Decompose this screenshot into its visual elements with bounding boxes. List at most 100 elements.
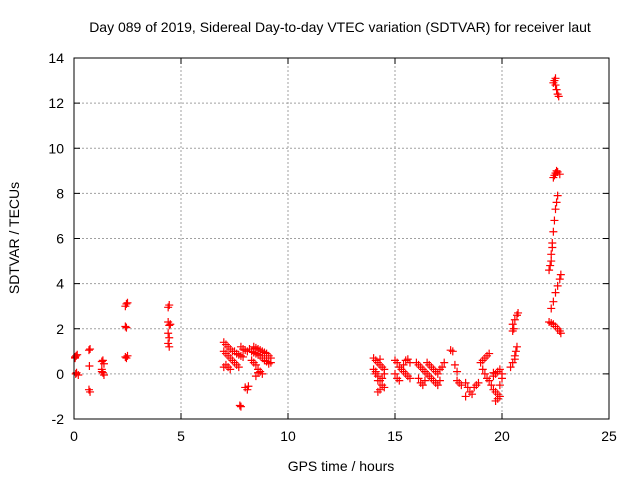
data-point [555, 275, 564, 284]
data-point [123, 298, 132, 307]
data-point [243, 385, 252, 394]
y-tick-label: 14 [48, 50, 64, 66]
y-tick-label: 2 [56, 321, 64, 337]
data-point [99, 359, 108, 368]
data-point [420, 376, 429, 385]
data-point [380, 369, 389, 378]
data-point [552, 85, 561, 94]
data-point [84, 346, 93, 355]
data-point [239, 352, 248, 361]
y-tick-label: 8 [56, 185, 64, 201]
data-point [254, 368, 263, 377]
data-point [234, 363, 243, 372]
y-tick-label: 12 [48, 95, 64, 111]
x-tick-label: 10 [280, 428, 296, 444]
data-point [121, 352, 130, 361]
data-point [373, 376, 382, 385]
data-point [122, 323, 131, 332]
data-point [122, 299, 131, 308]
data-point [72, 351, 81, 360]
data-point [551, 81, 560, 90]
data-point [509, 324, 518, 333]
data-point [440, 358, 449, 367]
y-axis-label: SDTVAR / TECUs [6, 182, 22, 294]
data-point [399, 360, 408, 369]
data-point [554, 92, 563, 101]
data-point [219, 363, 228, 372]
data-point [514, 308, 523, 317]
data-point [480, 369, 489, 378]
y-tick-label: 10 [48, 140, 64, 156]
data-point [97, 367, 106, 376]
data-point [510, 315, 519, 324]
data-point [474, 378, 483, 387]
data-point [487, 381, 496, 390]
data-point [508, 320, 517, 329]
x-tick-label: 25 [601, 428, 617, 444]
x-tick-label: 5 [177, 428, 185, 444]
data-point [393, 358, 402, 367]
data-point [545, 266, 554, 275]
data-point [550, 216, 559, 225]
data-point [510, 355, 519, 364]
data-point [450, 360, 459, 369]
y-tick-label: -2 [52, 411, 65, 427]
data-point [495, 381, 504, 390]
data-point [418, 381, 427, 390]
data-point [371, 369, 380, 378]
data-point [235, 401, 244, 410]
data-point [457, 381, 466, 390]
data-point [448, 347, 457, 356]
data-point [453, 367, 462, 376]
axis-ticks: 0 5 10 15 20 25 -2 0 2 4 6 8 10 12 14 [48, 50, 617, 444]
data-point [236, 402, 245, 411]
x-tick-label: 0 [70, 428, 78, 444]
data-point [551, 74, 560, 83]
data-point [478, 365, 487, 374]
data-point [511, 347, 520, 356]
data-point [164, 339, 173, 348]
data-point [380, 383, 389, 392]
x-axis-label: GPS time / hours [288, 458, 395, 474]
data-point [244, 382, 253, 391]
data-point [164, 329, 173, 338]
y-tick-label: 4 [56, 276, 64, 292]
data-point [85, 361, 94, 370]
data-point [446, 346, 455, 355]
data-point [498, 369, 506, 378]
data-point [551, 205, 560, 214]
data-point [433, 381, 442, 390]
data-point [489, 368, 498, 377]
data-point [165, 333, 174, 342]
data-point [378, 374, 387, 383]
data-point [485, 376, 494, 385]
data-point [86, 387, 95, 396]
data-point [165, 342, 174, 351]
data-point [433, 369, 442, 378]
x-tick-label: 15 [387, 428, 403, 444]
grid [74, 58, 609, 419]
data-point [414, 374, 423, 383]
data-point [556, 329, 565, 338]
data-point [495, 365, 504, 374]
data-point [258, 369, 267, 378]
data-point [373, 387, 382, 396]
data-point [123, 351, 132, 360]
data-point [86, 345, 95, 354]
data-point [546, 261, 555, 270]
data-point [71, 352, 80, 361]
data-point [547, 250, 556, 259]
data-point [552, 198, 561, 207]
y-tick-label: 6 [56, 231, 64, 247]
data-point [506, 363, 515, 372]
y-tick-label: 0 [56, 366, 64, 382]
plot-frame [73, 57, 610, 420]
data-point [555, 170, 564, 179]
data-point [391, 369, 399, 378]
data-point [74, 371, 83, 380]
data-point [548, 243, 557, 252]
data-point [485, 349, 494, 358]
data-point [556, 270, 565, 279]
data-point [512, 342, 521, 351]
